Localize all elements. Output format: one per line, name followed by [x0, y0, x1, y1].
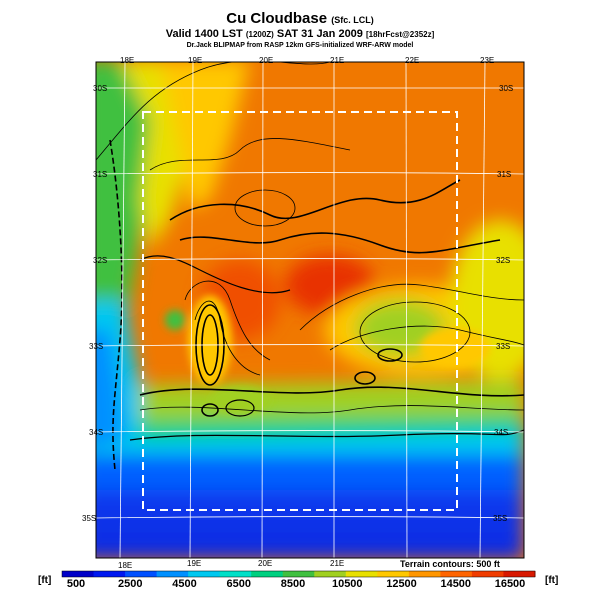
lat-label: 31S: [497, 170, 511, 179]
colorbar-tick-label: 500: [66, 578, 86, 590]
valid-time: Valid 1400 LST (1200Z) SAT 31 Jan 2009 […: [165, 28, 435, 40]
lon-label: 20E: [259, 56, 273, 65]
colorbar-tick-label: 8500: [280, 578, 306, 590]
latitude-labels-left: 30S 31S 32S 33S 34S 35S: [82, 84, 107, 523]
lat-label: 35S: [82, 514, 96, 523]
lon-label: 21E: [330, 559, 344, 568]
lat-label: 34S: [89, 428, 103, 437]
lon-label: 19E: [188, 56, 202, 65]
lon-label: 18E: [118, 561, 132, 570]
lon-label: 18E: [120, 56, 134, 65]
longitude-labels-top: 18E 19E 20E 21E 22E 23E: [120, 56, 494, 65]
colorbar-tick-label: 16500: [494, 578, 526, 590]
colorbar-swatch: [219, 571, 252, 577]
colorbar-tick-label: 6500: [226, 578, 251, 590]
terrain-contour-note: Terrain contours: 500 ft: [400, 559, 500, 569]
domain-boundary: [142, 111, 458, 511]
colorbar-unit-left: [ft]: [38, 575, 52, 586]
lat-label: 35S: [493, 514, 507, 523]
colorbar-swatch: [345, 571, 378, 577]
lon-label: 19E: [187, 559, 201, 568]
lon-label: 20E: [258, 559, 272, 568]
colorbar-tick-labels: 500 2500 4500 6500 8500 10500 12500 14500 16500: [0, 578, 600, 594]
colorbar-swatch: [251, 571, 284, 577]
terrain-contours: [96, 62, 524, 471]
lat-label: 33S: [496, 342, 510, 351]
model-credit: Dr.Jack BLIPMAP from RASP 12km GFS-initi…: [186, 42, 414, 49]
colorbar-swatch: [282, 571, 315, 577]
lon-label: 23E: [480, 56, 494, 65]
colorbar-swatch: [314, 571, 347, 577]
colorbar-tick-label: 12500: [386, 578, 417, 590]
lat-lon-grid: [96, 62, 524, 558]
lat-label: 32S: [496, 256, 510, 265]
map-frame: [95, 61, 525, 559]
colorbar-swatch: [188, 571, 221, 577]
longitude-labels-bottom: 18E 19E 20E 21E: [118, 559, 344, 570]
lon-label: 21E: [330, 56, 344, 65]
colorbar-swatch: [377, 571, 410, 577]
colorbar-swatch: [62, 571, 95, 577]
lat-label: 33S: [89, 342, 103, 351]
colorbar-unit-right: [ft]: [545, 575, 559, 586]
map-title: Cu Cloudbase (Sfc. LCL): [226, 10, 374, 27]
colorbar-tick-label: 4500: [172, 578, 197, 590]
colorbar-swatch: [471, 571, 504, 577]
colorbar-swatch: [93, 571, 126, 577]
lat-label: 31S: [93, 170, 107, 179]
lat-label: 30S: [93, 84, 107, 93]
colorbar-swatch: [408, 571, 441, 577]
colorbar-swatch: [503, 571, 536, 577]
colorbar-tick-label: 10500: [331, 578, 363, 590]
colorbar-swatch: [440, 571, 473, 577]
colorbar-swatch: [156, 571, 189, 577]
lat-label: 32S: [93, 256, 107, 265]
shaded-field: [96, 62, 524, 558]
colorbar-outline: [61, 570, 536, 578]
colorbar-swatch: [125, 571, 158, 577]
colorbar: [61, 570, 536, 578]
lat-label: 34S: [494, 428, 508, 437]
latitude-labels-right: 30S 31S 32S 33S 34S 35S: [493, 84, 513, 523]
colorbar-tick-label: 2500: [118, 578, 143, 590]
lon-label: 22E: [405, 56, 419, 65]
lat-label: 30S: [499, 84, 513, 93]
colorbar-tick-label: 14500: [440, 578, 472, 590]
